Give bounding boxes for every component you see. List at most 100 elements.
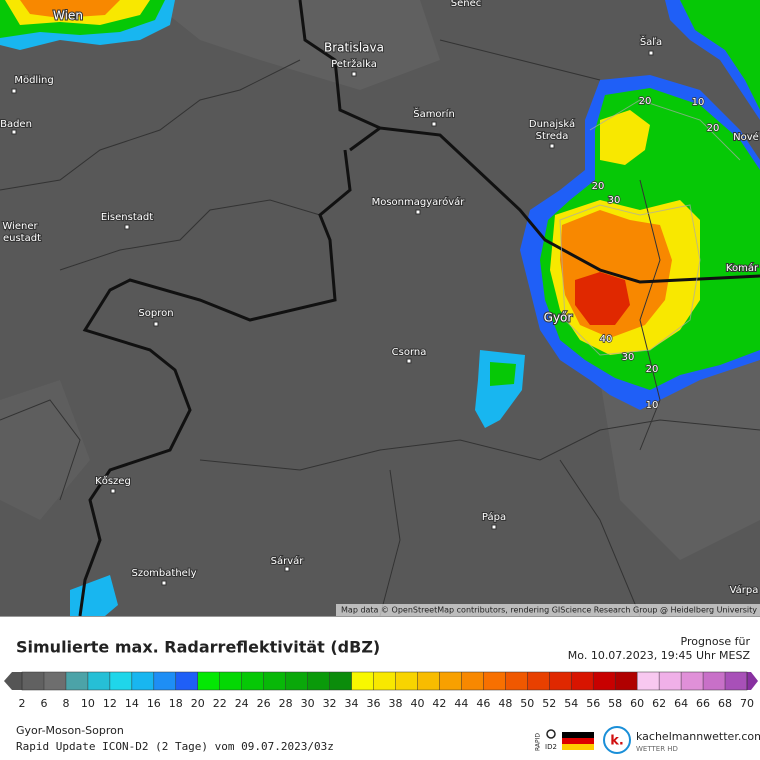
legend-ticks: 2 6 8 10 12 14 16 18 20 22 24 26 28 30 32 34 36 38 40 42 44 4… — [19, 672, 754, 710]
legend-swatch — [241, 672, 265, 690]
legend-swatch — [483, 672, 506, 690]
legend-tick-label: 64 — [674, 697, 688, 710]
city-label: Győr — [544, 311, 573, 325]
legend-swatch — [109, 672, 133, 690]
legend-swatch — [571, 672, 594, 690]
city-label: Eisenstadt — [101, 212, 153, 223]
color-bar — [4, 671, 758, 691]
city-label: Wien — [53, 9, 83, 23]
national-border — [78, 0, 760, 616]
legend-swatch — [22, 672, 45, 690]
forecast-time: Mo. 10.07.2023, 19:45 Uhr MESZ — [568, 649, 751, 662]
model-run: Rapid Update ICON-D2 (2 Tage) vom 09.07.… — [16, 740, 334, 753]
legend-tick-label: 48 — [498, 697, 512, 710]
legend-swatch — [197, 672, 221, 690]
city-label: Šamorín — [413, 107, 455, 120]
legend-tick-label: 28 — [279, 697, 293, 710]
city-label: eustadt — [3, 233, 41, 244]
legend-arrow — [747, 672, 758, 690]
legend-swatch — [637, 672, 660, 690]
legend-swatch — [307, 672, 331, 690]
legend-swatch — [593, 672, 616, 690]
radar-cell-gyor — [70, 75, 760, 616]
legend-tick-label: 42 — [432, 697, 446, 710]
city-label: Komár — [726, 262, 759, 274]
legend-tick-label: 22 — [213, 697, 227, 710]
legend-swatch — [351, 672, 375, 690]
legend-title: Simulierte max. Radarreflektivität (dBZ) — [16, 638, 380, 657]
attribution[interactable]: Map data © OpenStreetMap contributors, r… — [341, 606, 757, 615]
legend-tick-label: 8 — [62, 697, 69, 710]
legend-swatch — [659, 672, 682, 690]
city-label: Baden — [0, 119, 32, 130]
legend-tick-label: 26 — [257, 697, 271, 710]
city-label: Streda — [536, 131, 569, 142]
contour-label: 30 — [622, 352, 635, 363]
legend-tick-label: 60 — [630, 697, 644, 710]
city-label: Mödling — [14, 75, 53, 86]
legend-swatch — [725, 672, 748, 690]
legend-tick-label: 36 — [367, 697, 381, 710]
legend-swatch — [439, 672, 462, 690]
city-label: Bratislava — [324, 41, 384, 55]
city-dots — [11, 50, 654, 586]
city-label: Wiener — [2, 221, 38, 232]
legend-swatch — [461, 672, 484, 690]
legend-tick-label: 68 — [718, 697, 732, 710]
legend-swatch — [527, 672, 550, 690]
city-label: Nové — [733, 131, 759, 143]
legend-swatch — [329, 672, 353, 690]
contours — [559, 99, 741, 356]
legend-swatch — [131, 672, 155, 690]
city-label: Mosonmagyaróvár — [372, 196, 466, 208]
legend-tick-label: 12 — [103, 697, 117, 710]
legend-tick-label: 10 — [81, 697, 95, 710]
brand-mark: k. — [610, 734, 624, 749]
legend-tick-label: 56 — [586, 697, 600, 710]
legend-swatch — [615, 672, 638, 690]
city-label: Csorna — [392, 347, 427, 358]
legend-tick-label: 14 — [125, 697, 139, 710]
city-labels: Senec Wien Bratislava Petržalka Šaľa Möd… — [0, 0, 760, 597]
contour-label: 20 — [707, 123, 720, 134]
legend-tick-label: 62 — [652, 697, 666, 710]
district-borders — [0, 39, 760, 616]
legend-tick-label: 18 — [169, 697, 183, 710]
legend-tick-label: 6 — [40, 697, 47, 710]
legend-tick-label: 16 — [147, 697, 161, 710]
contour-label: 20 — [639, 96, 652, 107]
legend-swatch — [219, 672, 243, 690]
legend-swatch — [175, 672, 199, 690]
brand-sub: WETTER HD — [636, 745, 678, 753]
legend-swatch — [505, 672, 528, 690]
legend-tick-label: 34 — [345, 697, 359, 710]
legend-tick-label: 32 — [323, 697, 337, 710]
legend-swatch — [549, 672, 572, 690]
legend-tick-label: 46 — [476, 697, 490, 710]
legend-tick-label: 20 — [191, 697, 205, 710]
city-label: Šaľa — [640, 35, 662, 48]
legend-swatch — [43, 672, 67, 690]
legend-tick-label: 58 — [608, 697, 622, 710]
city-label: Várpa — [730, 584, 759, 596]
radar-cell-wien — [0, 0, 175, 50]
legend-tick-label: 40 — [410, 697, 424, 710]
legend-swatch — [395, 672, 418, 690]
legend-swatch — [373, 672, 396, 690]
contour-label: 20 — [646, 364, 659, 375]
legend-tick-label: 54 — [564, 697, 578, 710]
legend-tick-label: 70 — [740, 697, 754, 710]
city-label: Sopron — [138, 308, 173, 319]
logo-id2: ID2 — [545, 743, 557, 751]
region: Gyor-Moson-Sopron — [16, 724, 124, 737]
forecast-label: Prognose für — [681, 635, 751, 648]
legend-swatch — [263, 672, 287, 690]
legend-tick-label: 50 — [520, 697, 534, 710]
legend-swatch — [703, 672, 726, 690]
legend-tick-label: 2 — [19, 697, 26, 710]
brand[interactable]: kachelmannwetter.com — [636, 730, 760, 743]
legend-tick-label: 52 — [542, 697, 556, 710]
legend-swatch — [87, 672, 111, 690]
legend-swatch — [153, 672, 177, 690]
